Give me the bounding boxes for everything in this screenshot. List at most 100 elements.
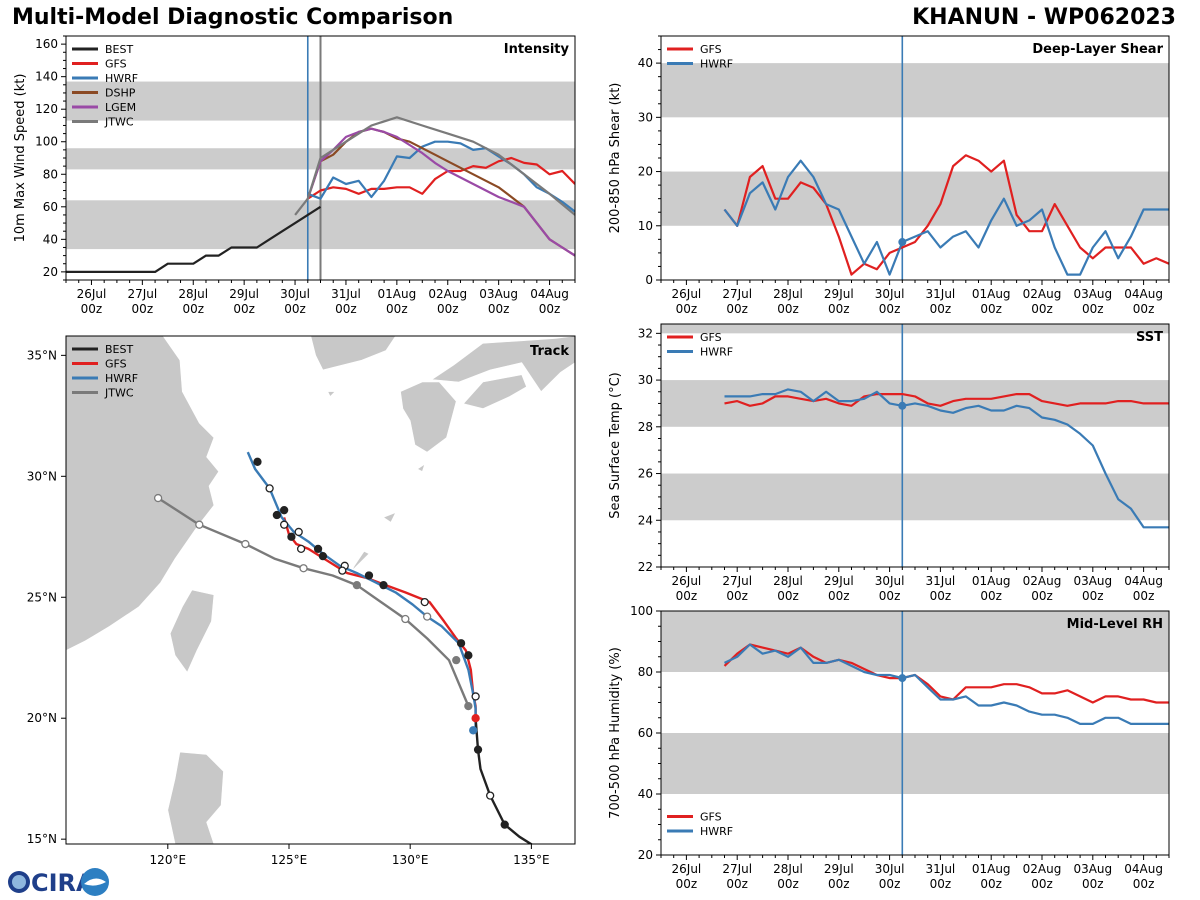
- track-position-marker: [279, 506, 289, 515]
- x-tick-label-hour: 00z: [386, 302, 408, 316]
- storm-name: KHANUN - WP062023: [912, 5, 1176, 30]
- track-position-marker: [471, 692, 480, 701]
- series-group: [66, 116, 575, 273]
- y-tick-label: 28: [638, 420, 653, 434]
- track-position-marker: [318, 551, 328, 561]
- land-mass: [462, 374, 527, 409]
- x-tick-label-date: 28Jul: [773, 862, 803, 876]
- x-tick-label-date: 27Jul: [722, 862, 752, 876]
- land-mass: [351, 550, 370, 571]
- y-tick-label: 24: [638, 513, 653, 527]
- x-tick-label-hour: 00z: [437, 302, 459, 316]
- track-position-marker: [296, 544, 306, 554]
- track-marker-best: [500, 820, 509, 829]
- x-tick-label-hour: 00z: [879, 589, 901, 603]
- x-tick-label-date: 26Jul: [672, 574, 702, 588]
- x-tick-label: 125°E: [271, 853, 308, 867]
- track-position-marker: [364, 571, 374, 580]
- track-position-marker: [464, 651, 473, 660]
- legend-label-gfs: GFS: [700, 331, 722, 344]
- y-tick-label: 80: [43, 167, 58, 181]
- x-tick-label-date: 02Aug: [1023, 574, 1062, 588]
- track-position-marker: [272, 510, 282, 520]
- x-tick-label-date: 01Aug: [972, 574, 1011, 588]
- track-position-marker: [253, 457, 262, 466]
- track-position-marker: [456, 639, 466, 648]
- x-tick-label-date: 04Aug: [1124, 287, 1163, 301]
- track-line-best: [474, 718, 534, 844]
- x-tick-label-date: 31Jul: [926, 862, 956, 876]
- x-tick-label-hour: 00z: [1031, 877, 1053, 891]
- panel-title: Track: [530, 344, 569, 359]
- x-tick-label-date: 04Aug: [1124, 862, 1163, 876]
- legend-label-hwrf: HWRF: [105, 72, 138, 85]
- y-tick-label: 120: [35, 102, 58, 116]
- x-tick-label-hour: 00z: [828, 877, 850, 891]
- x-tick-label-date: 28Jul: [773, 287, 803, 301]
- cira-logo: CIRA: [8, 868, 109, 897]
- x-tick-label: 120°E: [150, 853, 187, 867]
- x-tick-label-hour: 00z: [726, 877, 748, 891]
- x-tick-label-hour: 00z: [777, 302, 799, 316]
- y-tick-label: 100: [630, 604, 653, 618]
- track-position-marker: [420, 597, 429, 607]
- x-tick-label-date: 30Jul: [875, 574, 905, 588]
- x-tick-label-hour: 00z: [539, 302, 561, 316]
- x-tick-label-hour: 00z: [676, 302, 698, 316]
- x-tick-label-date: 26Jul: [77, 287, 107, 301]
- init-marker: [898, 401, 907, 410]
- series-line-hwrf: [723, 159, 1169, 276]
- x-tick-label-date: 02Aug: [1023, 862, 1062, 876]
- legend-label-best: BEST: [105, 343, 133, 356]
- x-tick-label-hour: 00z: [930, 589, 952, 603]
- x-tick-label-hour: 00z: [930, 877, 952, 891]
- y-tick-label: 20: [638, 165, 653, 179]
- x-tick-label-date: 02Aug: [428, 287, 467, 301]
- series-line-hwrf: [307, 140, 575, 213]
- track-marker-gfs: [471, 714, 480, 723]
- series-group: [723, 154, 1169, 276]
- x-tick-label-hour: 00z: [980, 877, 1002, 891]
- track-line-hwrf: [246, 451, 477, 731]
- x-tick-label-date: 29Jul: [229, 287, 259, 301]
- track-marker-jtwc: [422, 612, 432, 621]
- x-tick-label-date: 28Jul: [773, 574, 803, 588]
- x-tick-label-hour: 00z: [132, 302, 154, 316]
- x-tick-label-date: 03Aug: [1073, 287, 1112, 301]
- y-tick-label: 32: [638, 326, 653, 340]
- panel-title: SST: [1136, 330, 1163, 345]
- x-tick-label: 135°E: [513, 853, 550, 867]
- y-tick-label: 15°N: [27, 832, 57, 846]
- land-mass: [416, 463, 426, 472]
- land-mass: [327, 391, 336, 398]
- track-marker-best: [486, 791, 495, 800]
- y-tick-label: 60: [638, 726, 653, 740]
- land-mass: [310, 336, 396, 371]
- x-tick-label-date: 30Jul: [875, 862, 905, 876]
- x-tick-label: 130°E: [392, 853, 429, 867]
- y-tick-label: 10: [638, 219, 653, 233]
- land-mass: [167, 751, 224, 844]
- panel-title: Deep-Layer Shear: [1032, 42, 1163, 57]
- legend-label-jtwc: JTWC: [104, 116, 134, 129]
- x-tick-label-hour: 00z: [1031, 589, 1053, 603]
- x-tick-label-date: 27Jul: [722, 574, 752, 588]
- threshold-band: [661, 473, 1169, 521]
- series-line-gfs: [724, 393, 1169, 407]
- legend-label-gfs: GFS: [105, 58, 127, 71]
- x-tick-label-date: 01Aug: [377, 287, 416, 301]
- x-tick-label-hour: 00z: [284, 302, 306, 316]
- y-tick-label: 0: [645, 273, 653, 287]
- legend-label-gfs: GFS: [700, 811, 722, 824]
- x-tick-label-date: 29Jul: [824, 287, 854, 301]
- y-tick-label: 100: [35, 135, 58, 149]
- x-tick-label-date: 04Aug: [1124, 574, 1163, 588]
- track-marker-hwrf: [469, 726, 478, 735]
- x-tick-label-date: 27Jul: [722, 287, 752, 301]
- x-tick-label-hour: 00z: [726, 302, 748, 316]
- series-line-gfs: [307, 156, 575, 200]
- x-tick-label-hour: 00z: [676, 877, 698, 891]
- x-tick-label-date: 01Aug: [972, 862, 1011, 876]
